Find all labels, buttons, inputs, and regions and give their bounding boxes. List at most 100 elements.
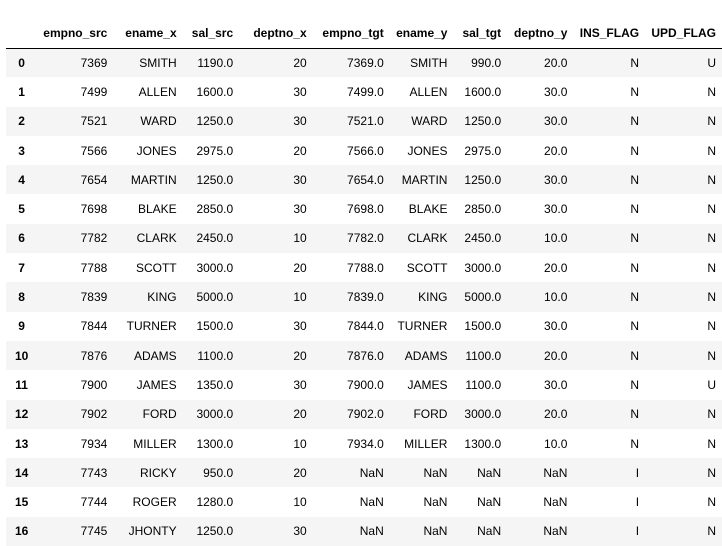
- cell-ename-y: NaN: [423, 524, 448, 539]
- cell-upd-flag: N: [707, 407, 716, 422]
- cell-deptno-y: 20.0: [544, 55, 568, 70]
- cell-sal-tgt: NaN: [477, 495, 502, 510]
- cell-deptno-x: 10: [293, 436, 307, 451]
- cell-empno-src: 7745: [80, 524, 108, 539]
- cell-empno-tgt: 7839.0: [347, 290, 384, 305]
- cell-upd-flag: N: [707, 436, 716, 451]
- cell-upd-flag: N: [707, 143, 716, 158]
- cell-ename-y: CLARK: [407, 231, 448, 246]
- row-index: 1: [18, 84, 25, 99]
- table-row: 13 7934 MILLER 1300.0 10 7934.0 MILLER 1300.0 10…: [6, 428, 722, 459]
- cell-sal-src: 1600.0: [196, 84, 234, 99]
- cell-sal-src: 950.0: [203, 465, 234, 480]
- cell-empno-tgt: 7698.0: [347, 202, 384, 217]
- cell-sal-src: 1250.0: [196, 172, 234, 187]
- cell-upd-flag: N: [707, 290, 716, 305]
- cell-ename-x: JAMES: [136, 377, 177, 392]
- table-row: 8 7839 KING 5000.0 10 7839.0 KING 5000.0 10.0 N N: [6, 282, 722, 312]
- cell-deptno-x: 20: [293, 407, 307, 422]
- cell-sal-src: 5000.0: [196, 290, 234, 305]
- cell-sal-src: 2850.0: [196, 202, 234, 217]
- cell-ename-y: KING: [418, 290, 448, 305]
- cell-empno-tgt: 7900.0: [347, 377, 384, 392]
- cell-ins-flag: I: [635, 465, 640, 480]
- row-index: 13: [14, 436, 29, 451]
- cell-empno-src: 7934: [80, 436, 108, 451]
- table-row: 7 7788 SCOTT 3000.0 20 7788.0 SCOTT 3000.0 20.0 N…: [6, 253, 722, 283]
- cell-ins-flag: N: [630, 231, 640, 246]
- cell-ename-x: SMITH: [139, 55, 177, 70]
- dataframe-table: empno_src ename_x sal_src deptno_x empno…: [6, 19, 722, 546]
- cell-deptno-y: NaN: [543, 495, 568, 510]
- table-row: 14 7743 RICKY 950.0 20 NaN NaN NaN NaN I N: [6, 458, 722, 488]
- cell-deptno-y: 20.0: [544, 260, 568, 275]
- cell-sal-tgt: NaN: [477, 465, 502, 480]
- column-header-empno-src: empno_src: [37, 19, 114, 49]
- row-index: 2: [18, 114, 25, 129]
- column-header-ename-x: ename_x: [113, 19, 183, 49]
- cell-ins-flag: N: [630, 290, 640, 305]
- cell-empno-tgt: 7788.0: [347, 260, 384, 275]
- table-row: 11 7900 JAMES 1350.0 30 7900.0 JAMES 1100.0 30.0…: [6, 370, 722, 400]
- cell-empno-src: 7876: [80, 348, 108, 363]
- cell-sal-tgt: 5000.0: [464, 290, 502, 305]
- cell-deptno-y: 30.0: [544, 114, 568, 129]
- cell-empno-src: 7839: [80, 290, 108, 305]
- cell-empno-tgt: 7934.0: [347, 436, 384, 451]
- cell-deptno-x: 20: [293, 260, 307, 275]
- cell-sal-tgt: 2975.0: [464, 143, 502, 158]
- table-header: empno_src ename_x sal_src deptno_x empno…: [6, 19, 722, 49]
- table-row: 0 7369 SMITH 1190.0 20 7369.0 SMITH 990.0 20.0 N U: [6, 48, 722, 78]
- cell-upd-flag: N: [707, 260, 716, 275]
- cell-empno-src: 7654: [80, 172, 108, 187]
- cell-ename-y: WARD: [411, 114, 448, 129]
- cell-ename-y: JAMES: [407, 377, 448, 392]
- cell-ename-y: SCOTT: [406, 260, 448, 275]
- cell-empno-tgt: 7782.0: [347, 231, 384, 246]
- cell-upd-flag: N: [707, 524, 716, 539]
- cell-upd-flag: N: [707, 172, 716, 187]
- cell-empno-src: 7782: [80, 231, 108, 246]
- row-index: 16: [14, 524, 29, 539]
- cell-ins-flag: N: [630, 172, 640, 187]
- cell-empno-src: 7902: [80, 407, 108, 422]
- cell-sal-src: 2450.0: [196, 231, 234, 246]
- cell-sal-src: 1280.0: [196, 495, 234, 510]
- cell-ins-flag: N: [630, 260, 640, 275]
- cell-upd-flag: N: [707, 202, 716, 217]
- cell-deptno-x: 30: [293, 172, 307, 187]
- cell-upd-flag: N: [707, 465, 716, 480]
- cell-empno-src: 7743: [80, 465, 108, 480]
- cell-ins-flag: N: [630, 436, 640, 451]
- cell-ins-flag: N: [630, 114, 640, 129]
- cell-sal-src: 1500.0: [196, 319, 234, 334]
- row-index: 11: [15, 377, 28, 392]
- cell-empno-tgt: 7369.0: [347, 55, 384, 70]
- table-row: 12 7902 FORD 3000.0 20 7902.0 FORD 3000.0 20.0 N N: [6, 399, 722, 429]
- cell-ename-x: ALLEN: [138, 84, 177, 99]
- cell-ename-x: BLAKE: [137, 202, 177, 217]
- cell-empno-src: 7566: [80, 143, 108, 158]
- cell-empno-tgt: 7844.0: [347, 319, 384, 334]
- cell-ename-x: RICKY: [139, 465, 177, 480]
- cell-ins-flag: N: [630, 377, 640, 392]
- cell-sal-tgt: 2450.0: [464, 231, 502, 246]
- table-row: 10 7876 ADAMS 1100.0 20 7876.0 ADAMS 1100.0 20.0…: [6, 340, 722, 371]
- row-index: 7: [18, 260, 25, 275]
- table-row: 5 7698 BLAKE 2850.0 30 7698.0 BLAKE 2850.0 30.0 N…: [6, 194, 722, 224]
- cell-ins-flag: N: [630, 84, 640, 99]
- cell-ename-x: SCOTT: [135, 260, 177, 275]
- cell-ename-x: MILLER: [133, 436, 177, 451]
- row-index: 9: [18, 319, 25, 334]
- cell-sal-src: 2975.0: [196, 143, 234, 158]
- cell-ename-x: JONES: [136, 143, 177, 158]
- column-header-ename-y: ename_y: [389, 19, 454, 49]
- cell-empno-tgt: NaN: [359, 495, 384, 510]
- table-row: 4 7654 MARTIN 1250.0 30 7654.0 MARTIN 1250.0 30.…: [6, 165, 722, 195]
- cell-ename-x: WARD: [140, 114, 177, 129]
- cell-empno-tgt: 7902.0: [347, 407, 384, 422]
- table-row: 16 7745 JHONTY 1250.0 30 NaN NaN NaN NaN I N: [6, 516, 722, 546]
- cell-ename-y: MARTIN: [401, 172, 448, 187]
- cell-upd-flag: N: [707, 495, 716, 510]
- cell-ins-flag: N: [630, 143, 640, 158]
